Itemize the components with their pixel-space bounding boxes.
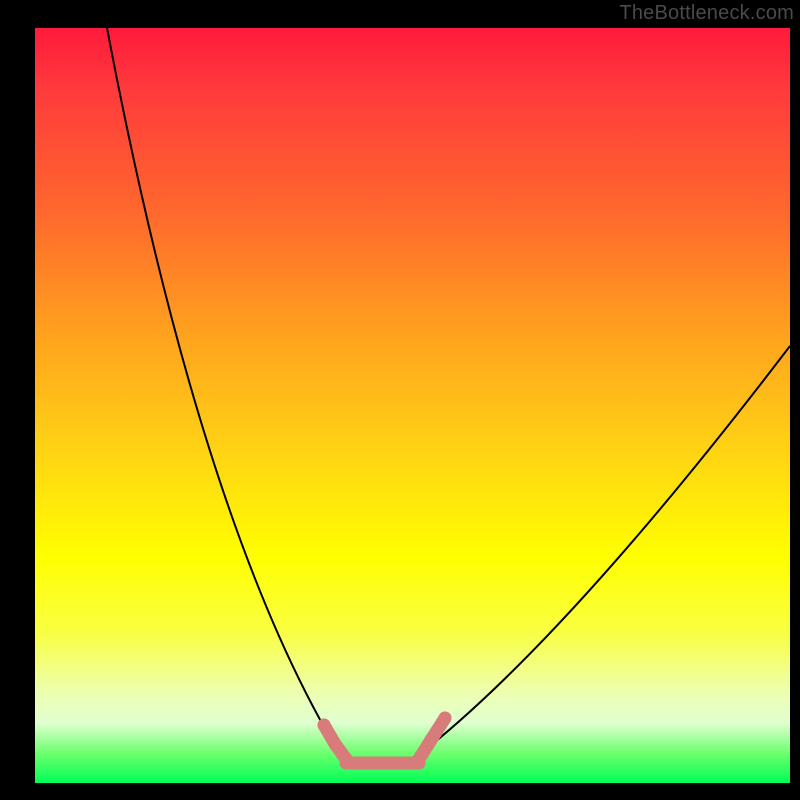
watermark-text: TheBottleneck.com xyxy=(619,2,794,25)
curve-right-branch xyxy=(430,346,790,746)
curve-left-branch xyxy=(107,28,335,746)
v-curve-svg xyxy=(35,28,790,783)
chart-stage: TheBottleneck.com xyxy=(0,0,800,800)
plot-area xyxy=(35,28,790,783)
